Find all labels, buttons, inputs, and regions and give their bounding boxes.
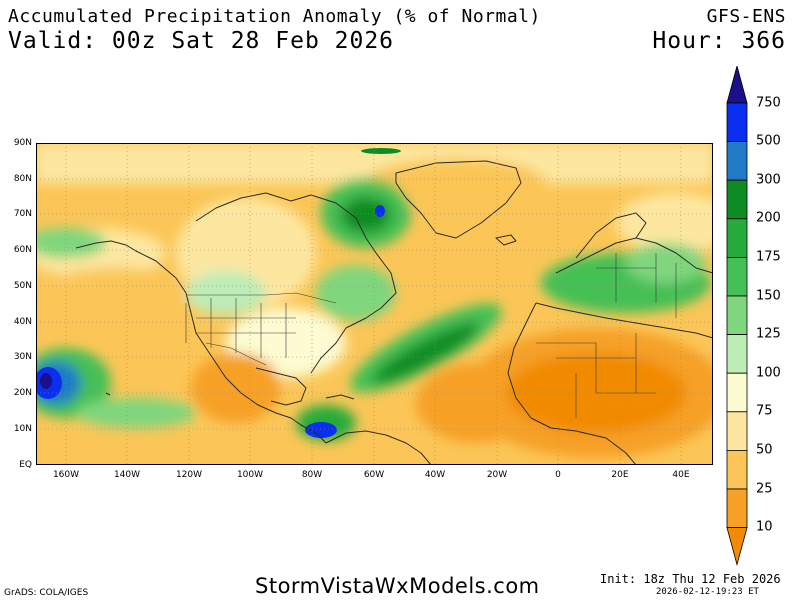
scale-arrow-min	[726, 527, 748, 566]
scale-arrow-max	[726, 66, 748, 104]
scale-segment	[726, 102, 748, 142]
lon-label: 60W	[363, 470, 385, 480]
lon-label: 100W	[236, 470, 264, 480]
scale-label: 125	[756, 326, 781, 342]
wet-core-caribbean	[305, 422, 337, 438]
scale-segment	[726, 295, 748, 335]
lat-label: 30N	[13, 352, 32, 362]
lon-label: 160W	[52, 470, 80, 480]
wet-core-canada	[375, 205, 385, 217]
model-name: GFS-ENS	[706, 6, 786, 27]
anomaly-field	[36, 143, 713, 458]
scale-segment	[726, 141, 748, 181]
scale-label: 300	[756, 172, 781, 188]
lat-label: 50N	[13, 281, 32, 291]
lat-label: EQ	[19, 460, 32, 470]
precipitation-anomaly-map	[36, 143, 713, 465]
scale-label: 500	[756, 133, 781, 149]
lon-label: 40E	[672, 470, 690, 480]
scale-segment	[726, 218, 748, 258]
scale-segment	[726, 411, 748, 451]
scale-label: 200	[756, 210, 781, 226]
scale-label: 750	[756, 95, 781, 111]
lon-label: 40W	[424, 470, 446, 480]
lon-label: 120W	[175, 470, 203, 480]
lat-label: 70N	[13, 209, 32, 219]
color-scale-bar	[726, 66, 748, 566]
lat-label: 90N	[13, 138, 32, 148]
scale-label: 50	[756, 442, 773, 458]
scale-segment	[726, 488, 748, 528]
coastlines	[75, 160, 713, 465]
map-title: Accumulated Precipitation Anomaly (% of …	[8, 6, 541, 27]
valid-time: Valid: 00z Sat 28 Feb 2026	[8, 28, 395, 54]
grads-credit: GrADS: COLA/IGES	[4, 588, 89, 598]
lon-label: 80W	[301, 470, 323, 480]
scale-label: 150	[756, 288, 781, 304]
scale-segment	[726, 372, 748, 413]
scale-label: 175	[756, 249, 781, 265]
lat-label: 80N	[13, 174, 32, 184]
lon-label: 20W	[486, 470, 508, 480]
lon-label: 140W	[113, 470, 141, 480]
scale-segment	[726, 334, 748, 374]
scale-label: 25	[756, 481, 773, 497]
init-time: Init: 18z Thu 12 Feb 2026	[600, 572, 781, 586]
lat-label: 20N	[13, 388, 32, 398]
political-borders	[185, 253, 677, 418]
color-scale-segments	[726, 66, 748, 566]
scale-segment	[726, 256, 748, 297]
map-frame	[36, 143, 713, 465]
scale-label: 10	[756, 519, 773, 535]
forecast-hour: Hour: 366	[652, 28, 786, 54]
lon-label: 20E	[611, 470, 629, 480]
lat-label: 10N	[13, 424, 32, 434]
graticule	[36, 143, 713, 465]
scale-segment	[726, 179, 748, 220]
scale-segment	[726, 449, 748, 490]
wet-core-north	[361, 148, 401, 154]
site-name: StormVistaWxModels.com	[255, 574, 540, 598]
lat-label: 60N	[13, 245, 32, 255]
scale-label: 75	[756, 403, 773, 419]
wet-core-pacific-max	[40, 373, 52, 389]
lon-label: 0	[555, 470, 561, 480]
generated-timestamp: 2026-02-12-19:23 ET	[656, 587, 759, 597]
scale-label: 100	[756, 365, 781, 381]
lat-label: 40N	[13, 317, 32, 327]
